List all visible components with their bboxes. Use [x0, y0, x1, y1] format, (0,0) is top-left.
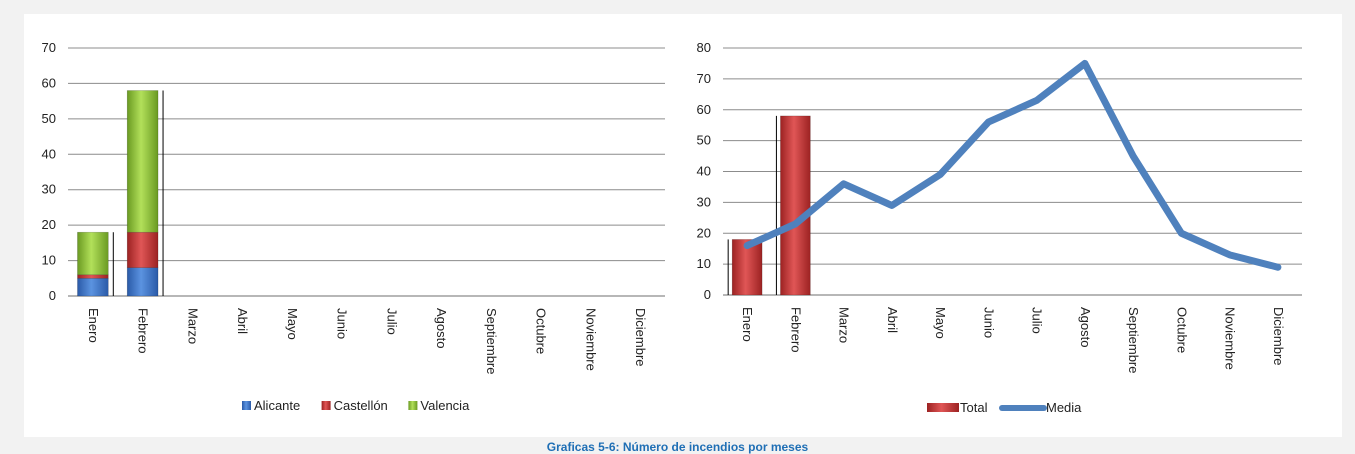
y-tick-label: 70 — [697, 71, 711, 86]
figure-caption: Graficas 5-6: Número de incendios por me… — [546, 440, 809, 454]
media-point — [793, 222, 797, 226]
y-tick-label: 0 — [49, 288, 56, 303]
x-tick-label: Febrero — [788, 307, 803, 353]
x-tick-label: Abril — [235, 308, 250, 334]
y-tick-label: 40 — [697, 164, 711, 179]
x-tick-label: Noviembre — [583, 308, 598, 371]
x-tick-label: Septiembre — [1126, 307, 1141, 373]
y-tick-label: 80 — [697, 40, 711, 55]
bar-line-chart: 0 10 20 30 40 50 60 70 80 Enero Febrero Marzo Abril M… — [697, 40, 1302, 415]
legend-label: Media — [1046, 400, 1082, 415]
legend-label: Total — [960, 400, 988, 415]
legend-swatch — [408, 401, 418, 410]
stacked-bar-chart: 0 10 20 30 40 50 60 70 Enero Febrero Marzo Abril May… — [42, 40, 665, 413]
y-tick-label: 40 — [42, 146, 56, 161]
media-point — [1179, 231, 1183, 235]
y-tick-label: 0 — [704, 287, 711, 302]
x-tick-label: Octubre — [1174, 307, 1189, 353]
legend-label: Alicante — [254, 398, 300, 413]
media-line — [743, 59, 1282, 271]
media-point — [1083, 61, 1087, 65]
y-tick-label: 20 — [697, 225, 711, 240]
x-tick-label: Noviembre — [1223, 307, 1238, 370]
legend-swatch — [321, 401, 331, 410]
y-tick-label: 50 — [42, 111, 56, 126]
y-tick-label: 10 — [697, 256, 711, 271]
bar-segment — [126, 267, 159, 297]
media-point — [842, 182, 846, 186]
x-tick-label: Agosto — [434, 308, 449, 348]
bar-segment — [126, 231, 159, 268]
x-tick-label: Septiembre — [484, 308, 499, 374]
y-tick-label: 30 — [697, 194, 711, 209]
x-tick-label: Enero — [740, 307, 755, 342]
legend-label: Castellón — [334, 398, 388, 413]
y-tick-label: 60 — [697, 102, 711, 117]
x-tick-label: Julio — [1030, 307, 1045, 334]
x-tick-label: Marzo — [837, 307, 852, 343]
media-point — [986, 120, 990, 124]
media-point — [745, 244, 749, 248]
x-tick-label: Marzo — [185, 308, 200, 344]
x-tick-label: Mayo — [285, 308, 300, 340]
legend-label: Valencia — [420, 398, 470, 413]
media-point — [938, 173, 942, 177]
x-tick-label: Junio — [335, 308, 350, 339]
legend-swatch — [927, 403, 959, 412]
x-tick-label: Mayo — [933, 307, 948, 339]
y-tick-label: 30 — [42, 182, 56, 197]
media-point — [1035, 98, 1039, 102]
y-tick-label: 20 — [42, 217, 56, 232]
media-point — [890, 203, 894, 207]
media-point — [1228, 253, 1232, 257]
x-tick-label: Diciembre — [633, 308, 648, 367]
x-tick-label: Octubre — [534, 308, 549, 354]
media-point — [1276, 265, 1280, 269]
x-tick-label: Junio — [981, 307, 996, 338]
bar-segment — [126, 90, 159, 233]
total-bar — [780, 115, 811, 296]
media-point — [1131, 154, 1135, 158]
x-tick-label: Julio — [384, 308, 399, 335]
y-tick-label: 60 — [42, 75, 56, 90]
legend-swatch — [242, 401, 251, 410]
y-tick-label: 70 — [42, 40, 56, 55]
y-tick-label: 50 — [697, 133, 711, 148]
bar-segment — [77, 231, 109, 276]
x-tick-label: Abril — [885, 307, 900, 333]
y-tick-label: 10 — [42, 253, 56, 268]
x-tick-label: Febrero — [136, 308, 151, 354]
x-tick-label: Diciembre — [1271, 307, 1286, 366]
x-tick-label: Agosto — [1078, 307, 1093, 347]
x-tick-label: Enero — [86, 308, 101, 343]
